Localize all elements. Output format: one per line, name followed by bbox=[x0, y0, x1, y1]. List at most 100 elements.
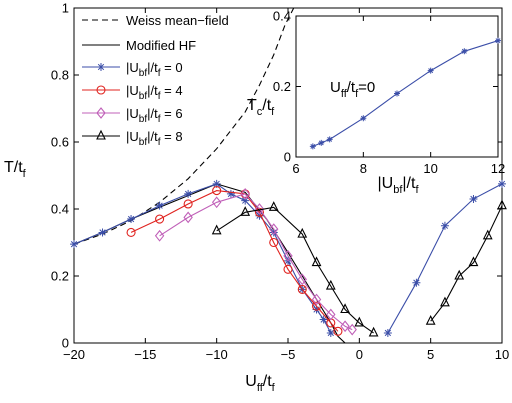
main-ticks: −20 −15 −10 −5 0 5 10 0 0.2 0.4 0.6 0.8 1 bbox=[51, 1, 509, 362]
main-point bbox=[297, 284, 307, 294]
inset-point bbox=[427, 67, 434, 74]
main-series-4 bbox=[154, 188, 357, 336]
inset-annotation: Uff/tf=0 bbox=[330, 79, 375, 100]
legend-label-ubf0: |Ubf|/tf = 0 bbox=[126, 60, 183, 79]
main-point bbox=[368, 326, 379, 337]
inset-point bbox=[326, 136, 333, 143]
main-point bbox=[297, 273, 307, 286]
y-tick-label: 1 bbox=[62, 1, 69, 16]
x-tick-label: 10 bbox=[423, 161, 437, 176]
main-point bbox=[468, 256, 479, 267]
y-tick-label: 0 bbox=[284, 150, 291, 165]
inset-point bbox=[309, 143, 316, 150]
legend-marker bbox=[97, 63, 105, 71]
inset-point bbox=[360, 115, 367, 122]
x-tick-label: −20 bbox=[63, 347, 85, 362]
inset-point bbox=[318, 139, 325, 146]
inset-series-0 bbox=[309, 37, 501, 150]
x-tick-label: −5 bbox=[281, 347, 296, 362]
inset-point bbox=[394, 90, 400, 97]
main-point bbox=[155, 201, 164, 210]
y-tick-label: 0 bbox=[62, 336, 69, 351]
inset-series-line bbox=[312, 40, 498, 147]
main-point bbox=[347, 323, 357, 336]
legend-label-weiss: Weiss mean−field bbox=[126, 13, 229, 28]
main-point bbox=[240, 188, 250, 200]
main-point bbox=[98, 228, 107, 237]
x-tick-label: −10 bbox=[206, 347, 228, 362]
main-series-5 bbox=[211, 199, 507, 337]
main-point bbox=[127, 215, 136, 224]
main-point bbox=[283, 264, 293, 274]
main-point bbox=[425, 314, 436, 325]
main-point bbox=[383, 328, 392, 337]
main-point bbox=[498, 179, 506, 188]
main-point bbox=[325, 279, 336, 290]
legend-marker-ubf4 bbox=[96, 85, 106, 95]
main-point bbox=[154, 229, 165, 242]
inset-point bbox=[495, 37, 501, 44]
main-series-line bbox=[216, 206, 374, 334]
main-point bbox=[70, 240, 78, 249]
main-point bbox=[340, 320, 350, 333]
legend-marker bbox=[96, 107, 106, 119]
main-ylabel: T/tf bbox=[4, 159, 27, 180]
main-point bbox=[340, 303, 350, 314]
main-xlabel: Uff/tf bbox=[245, 373, 275, 394]
inset-ticks: 6 8 10 12 0 0.2 0.4 bbox=[273, 9, 505, 176]
main-point bbox=[283, 250, 293, 262]
main-point bbox=[268, 201, 279, 211]
y-tick-label: 0.2 bbox=[273, 79, 291, 94]
main-point bbox=[255, 211, 264, 220]
x-tick-label: −15 bbox=[134, 347, 156, 362]
legend-marker bbox=[96, 85, 106, 95]
inset-plot-frame bbox=[295, 15, 499, 158]
x-tick-label: 10 bbox=[495, 347, 509, 362]
legend-marker-ubf0 bbox=[97, 63, 105, 71]
main-point bbox=[412, 278, 421, 287]
main-point bbox=[333, 326, 343, 336]
x-tick-label: 5 bbox=[427, 347, 434, 362]
inset-series bbox=[309, 37, 501, 150]
main-point bbox=[269, 237, 279, 248]
main-point bbox=[297, 227, 308, 238]
main-point bbox=[354, 316, 365, 327]
main-point bbox=[183, 199, 193, 209]
main-series-0 bbox=[74, 8, 295, 245]
main-point bbox=[497, 199, 507, 210]
y-tick-label: 0.4 bbox=[273, 9, 291, 24]
legend-label-modified-hf: Modified HF bbox=[126, 38, 196, 53]
main-point bbox=[311, 293, 322, 306]
main-point bbox=[211, 224, 222, 235]
main-point bbox=[155, 214, 165, 224]
main-point bbox=[440, 296, 450, 307]
x-tick-label: 6 bbox=[292, 161, 299, 176]
main-point bbox=[212, 186, 222, 196]
main-point bbox=[454, 269, 465, 280]
main-point bbox=[482, 229, 493, 240]
main-series-2 bbox=[70, 179, 506, 337]
main-point bbox=[326, 328, 335, 337]
main-point bbox=[312, 305, 321, 314]
main-point bbox=[183, 211, 193, 224]
main-point bbox=[440, 221, 449, 230]
x-tick-label: 0 bbox=[356, 347, 363, 362]
main-point bbox=[126, 227, 136, 237]
main-point bbox=[311, 256, 322, 267]
main-point bbox=[226, 189, 235, 198]
y-tick-label: 0.4 bbox=[51, 202, 69, 217]
x-tick-label: 12 bbox=[491, 161, 505, 176]
inset-point bbox=[461, 48, 468, 55]
y-tick-label: 0.2 bbox=[51, 269, 69, 284]
legend-marker bbox=[96, 129, 106, 140]
main-point bbox=[311, 301, 322, 311]
main-point bbox=[326, 308, 336, 321]
main-point bbox=[254, 203, 265, 215]
y-tick-label: 0.6 bbox=[51, 135, 69, 150]
main-point bbox=[269, 228, 278, 237]
main-series-line bbox=[130, 190, 339, 332]
y-tick-label: 0.8 bbox=[51, 68, 69, 83]
main-point bbox=[240, 206, 251, 216]
legend-marker-ubf6 bbox=[96, 107, 106, 119]
